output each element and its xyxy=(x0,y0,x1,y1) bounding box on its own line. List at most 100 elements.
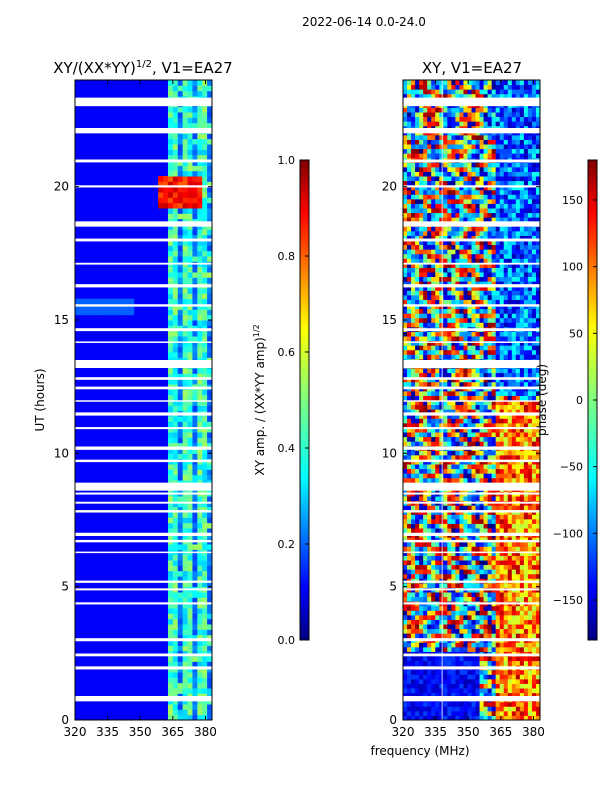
right-heatmap-cell xyxy=(411,441,416,446)
left-flagged-row xyxy=(75,696,212,701)
right-heatmap-cell xyxy=(512,505,517,510)
right-heatmap-cell xyxy=(427,542,432,547)
right-heatmap-cell xyxy=(508,473,513,478)
right-heatmap-cell xyxy=(472,345,477,350)
left-heatmap-cell xyxy=(197,197,202,203)
left-heatmap-cell xyxy=(129,309,134,315)
left-heatmap-cell xyxy=(192,91,197,97)
right-heatmap-cell xyxy=(411,619,416,624)
right-heatmap-cell xyxy=(419,706,424,711)
right-heatmap-cell xyxy=(492,523,497,528)
left-heatmap-cell xyxy=(178,565,183,571)
right-heatmap-cell xyxy=(403,254,408,259)
right-heatmap-cell xyxy=(403,368,408,373)
right-heatmap-cell xyxy=(508,528,513,533)
right-heatmap-cell xyxy=(504,391,509,396)
left-heatmap-cell xyxy=(197,469,202,475)
left-heatmap-cell xyxy=(178,523,183,529)
left-heatmap-cell xyxy=(188,187,193,193)
right-heatmap-cell xyxy=(480,391,485,396)
left-heatmap-cell xyxy=(173,267,178,273)
right-heatmap-cell xyxy=(488,505,493,510)
right-panel-title: XY, V1=EA27 xyxy=(422,59,522,77)
right-heatmap-cell xyxy=(512,670,517,675)
left-heatmap-cell xyxy=(192,299,197,305)
right-heatmap-cell xyxy=(407,583,412,588)
left-heatmap-cell xyxy=(202,683,207,689)
right-heatmap-cell xyxy=(467,245,472,250)
right-heatmap-cell xyxy=(411,432,416,437)
right-heatmap-cell xyxy=(435,231,440,236)
right-heatmap-cell xyxy=(496,418,501,423)
left-heatmap-cell xyxy=(173,91,178,97)
right-heatmap-cell xyxy=(532,642,537,647)
right-heatmap-cell xyxy=(500,629,505,634)
left-heatmap-cell xyxy=(192,267,197,273)
right-heatmap-cell xyxy=(431,642,436,647)
left-heatmap-cell xyxy=(173,704,178,710)
right-heatmap-cell xyxy=(419,254,424,259)
left-heatmap-cell xyxy=(178,597,183,603)
right-heatmap-cell xyxy=(508,615,513,620)
left-heatmap-cell xyxy=(192,517,197,523)
right-heatmap-cell xyxy=(455,254,460,259)
left-heatmap-cell xyxy=(202,256,207,262)
right-heatmap-cell xyxy=(447,619,452,624)
right-heatmap-cell xyxy=(455,299,460,304)
right-heatmap-cell xyxy=(467,249,472,254)
right-heatmap-cell xyxy=(459,546,464,551)
left-heatmap-cell xyxy=(197,229,202,235)
right-heatmap-cell xyxy=(488,395,493,400)
right-heatmap-cell xyxy=(500,555,505,560)
right-heatmap-cell xyxy=(447,318,452,323)
right-heatmap-cell xyxy=(504,674,509,679)
right-heatmap-cell xyxy=(528,610,533,615)
right-heatmap-cell xyxy=(423,290,428,295)
right-heatmap-cell xyxy=(459,473,464,478)
right-heatmap-cell xyxy=(447,565,452,570)
right-heatmap-cell xyxy=(524,546,529,551)
right-heatmap-cell xyxy=(463,597,468,602)
right-heatmap-cell xyxy=(435,350,440,355)
right-heatmap-cell xyxy=(447,213,452,218)
right-heatmap-cell xyxy=(496,336,501,341)
right-heatmap-cell xyxy=(423,496,428,501)
right-heatmap-cell xyxy=(423,345,428,350)
right-heatmap-cell xyxy=(504,469,509,474)
right-heatmap-cell xyxy=(524,249,529,254)
right-heatmap-cell xyxy=(431,277,436,282)
right-heatmap-cell xyxy=(512,231,517,236)
right-heatmap-cell xyxy=(472,373,477,378)
right-heatmap-cell xyxy=(443,267,448,272)
right-heatmap-cell xyxy=(443,505,448,510)
right-heatmap-cell xyxy=(480,528,485,533)
right-heatmap-cell xyxy=(528,560,533,565)
right-heatmap-cell xyxy=(451,711,456,716)
left-heatmap-cell xyxy=(188,91,193,97)
right-heatmap-cell xyxy=(532,437,537,442)
right-heatmap-cell xyxy=(443,395,448,400)
left-heatmap-cell xyxy=(197,512,202,518)
left-heatmap-cell xyxy=(202,197,207,203)
left-heatmap-cell xyxy=(197,613,202,619)
right-heatmap-cell xyxy=(447,555,452,560)
right-heatmap-cell xyxy=(439,258,444,263)
left-heatmap-cell xyxy=(192,608,197,614)
right-heatmap-cell xyxy=(459,464,464,469)
right-heatmap-cell xyxy=(427,231,432,236)
right-heatmap-cell xyxy=(467,542,472,547)
right-heatmap-cell xyxy=(403,267,408,272)
left-heatmap-cell xyxy=(192,208,197,214)
right-heatmap-cell xyxy=(419,624,424,629)
right-heatmap-cell xyxy=(528,688,533,693)
right-heatmap-cell xyxy=(451,478,456,483)
right-heatmap-cell xyxy=(439,464,444,469)
right-heatmap-cell xyxy=(435,464,440,469)
left-heatmap-cell xyxy=(188,629,193,635)
right-heatmap-cell xyxy=(532,254,537,259)
left-heatmap-cell xyxy=(173,117,178,123)
right-heatmap-cell xyxy=(472,523,477,528)
left-heatmap-cell xyxy=(178,149,183,155)
right-heatmap-cell xyxy=(528,309,533,314)
left-heatmap-cell xyxy=(173,464,178,470)
